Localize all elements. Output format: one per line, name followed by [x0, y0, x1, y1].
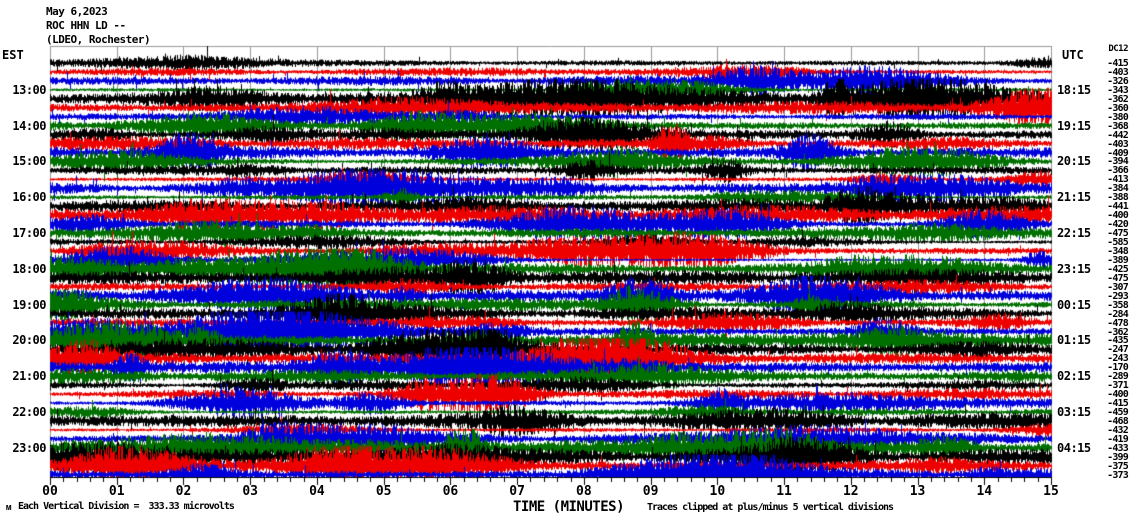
dc-offset-value: -475	[1107, 228, 1129, 240]
dc-offset-value: -362	[1107, 326, 1129, 338]
dc-offset-value: -373	[1107, 469, 1129, 481]
dc-offset-value: -478	[1107, 317, 1129, 329]
est-hour-label: 23:00	[12, 440, 46, 455]
dc-offset-value: -247	[1107, 344, 1129, 356]
dc-offset-value: -420	[1107, 219, 1129, 231]
vertical-scale-note: Each Vertical Division = 333.33 microvol…	[18, 501, 235, 512]
est-hour-label: 20:00	[12, 333, 46, 348]
dc-offset-value: -403	[1107, 66, 1129, 78]
dc-offset-value: -360	[1107, 102, 1129, 114]
dc-offset-value: -425	[1107, 263, 1129, 275]
est-hour-label: 19:00	[12, 297, 46, 312]
dc-offset-value: -326	[1107, 75, 1129, 87]
dc-offset-value: -409	[1107, 147, 1129, 159]
est-hour-label: 15:00	[12, 154, 46, 169]
utc-hour-label: 18:15	[1057, 82, 1091, 97]
header-network-name: (LDEO, Rochester)	[46, 33, 151, 46]
utc-hour-label: 19:15	[1057, 118, 1091, 133]
est-hour-label: 14:00	[12, 118, 46, 133]
dc-offset-column-header: DC12	[1108, 44, 1128, 54]
dc-offset-value: -468	[1107, 416, 1129, 427]
dc-offset-value: -289	[1107, 371, 1129, 383]
utc-hour-label: 02:15	[1057, 369, 1091, 384]
dc-offset-value: -388	[1107, 192, 1129, 204]
dc-offset-value: -362	[1107, 93, 1129, 105]
dc-offset-value: -243	[1107, 353, 1129, 365]
dc-offset-value: -400	[1107, 210, 1129, 222]
x-axis-tick-label: 10	[709, 484, 726, 499]
utc-hour-label: 20:15	[1057, 154, 1091, 169]
header-date: May 6,2023	[46, 5, 108, 18]
x-axis-tick-label: 15	[1043, 484, 1059, 499]
x-axis-tick-label: 14	[976, 484, 993, 499]
tiny-waveform-glyph: ᴍ	[6, 503, 12, 513]
x-axis-tick-label: 03	[242, 484, 259, 499]
x-axis-tick-label: 06	[442, 484, 459, 499]
dc-offset-value: -413	[1107, 174, 1129, 186]
utc-hour-label: 04:15	[1057, 440, 1091, 455]
x-axis-tick-label: 05	[375, 484, 392, 499]
x-axis-tick-label: 04	[309, 484, 325, 499]
dc-offset-value: -348	[1107, 245, 1129, 257]
est-hour-label: 21:00	[12, 369, 46, 384]
dc-offset-value: -433	[1107, 442, 1129, 454]
dc-offset-value: -432	[1107, 424, 1129, 436]
x-axis-tick-label: 11	[776, 484, 792, 499]
x-axis-tick-label: 00	[42, 484, 58, 499]
x-axis-tick-label: 02	[175, 484, 192, 499]
dc-offset-value: -419	[1107, 433, 1129, 445]
dc-offset-value: -585	[1107, 237, 1129, 248]
utc-hour-label: 23:15	[1057, 261, 1091, 276]
dc-offset-value: -435	[1107, 335, 1129, 347]
dc-offset-value: -358	[1107, 299, 1129, 311]
est-hour-label: 18:00	[12, 261, 46, 276]
right-timezone-label: UTC	[1062, 48, 1084, 62]
header-station-code: ROC HHN LD --	[46, 19, 126, 32]
est-hour-label: 17:00	[12, 226, 46, 241]
x-axis-tick-label: 13	[909, 484, 926, 499]
x-axis-tick-label: 08	[576, 484, 592, 499]
utc-hour-label: 03:15	[1057, 405, 1091, 420]
dc-offset-value: -415	[1107, 58, 1129, 69]
clipping-note: Traces clipped at plus/minus 5 vertical …	[647, 502, 894, 513]
dc-offset-value: -293	[1107, 290, 1129, 302]
dc-offset-value: -384	[1107, 183, 1129, 195]
x-axis-tick-label: 01	[108, 484, 125, 499]
x-axis-title: TIME (MINUTES)	[513, 499, 625, 515]
utc-hour-label: 00:15	[1057, 297, 1091, 312]
est-hour-label: 13:00	[12, 82, 46, 97]
dc-offset-value: -366	[1107, 165, 1129, 177]
est-hour-label: 22:00	[12, 405, 46, 420]
x-axis-tick-label: 07	[509, 484, 525, 499]
dc-offset-value: -441	[1107, 201, 1129, 213]
dc-offset-value: -475	[1107, 272, 1129, 284]
dc-offset-value: -380	[1107, 111, 1129, 123]
utc-hour-label: 01:15	[1057, 333, 1091, 348]
dc-offset-value: -284	[1107, 308, 1129, 320]
dc-offset-value: -442	[1107, 129, 1129, 141]
dc-offset-value: -394	[1107, 156, 1129, 168]
x-axis-tick-label: 12	[842, 484, 859, 499]
dc-offset-value: -170	[1107, 362, 1129, 374]
x-axis-tick-label: 09	[642, 484, 659, 499]
utc-hour-label: 22:15	[1057, 226, 1091, 241]
dc-offset-value: -400	[1107, 389, 1129, 401]
dc-offset-value: -459	[1107, 407, 1129, 419]
dc-offset-value: -403	[1107, 138, 1129, 150]
dc-offset-value: -389	[1107, 254, 1129, 266]
dc-offset-value: -399	[1107, 451, 1129, 463]
dc-offset-value: -371	[1107, 380, 1129, 392]
dc-offset-value: -375	[1107, 460, 1129, 472]
dc-offset-value: -368	[1107, 120, 1129, 132]
left-timezone-label: EST	[2, 48, 24, 62]
utc-hour-label: 21:15	[1057, 190, 1091, 205]
dc-offset-value: -307	[1107, 281, 1129, 293]
dc-offset-value: -415	[1107, 398, 1129, 410]
est-hour-label: 16:00	[12, 190, 46, 205]
dc-offset-value: -343	[1107, 84, 1129, 96]
